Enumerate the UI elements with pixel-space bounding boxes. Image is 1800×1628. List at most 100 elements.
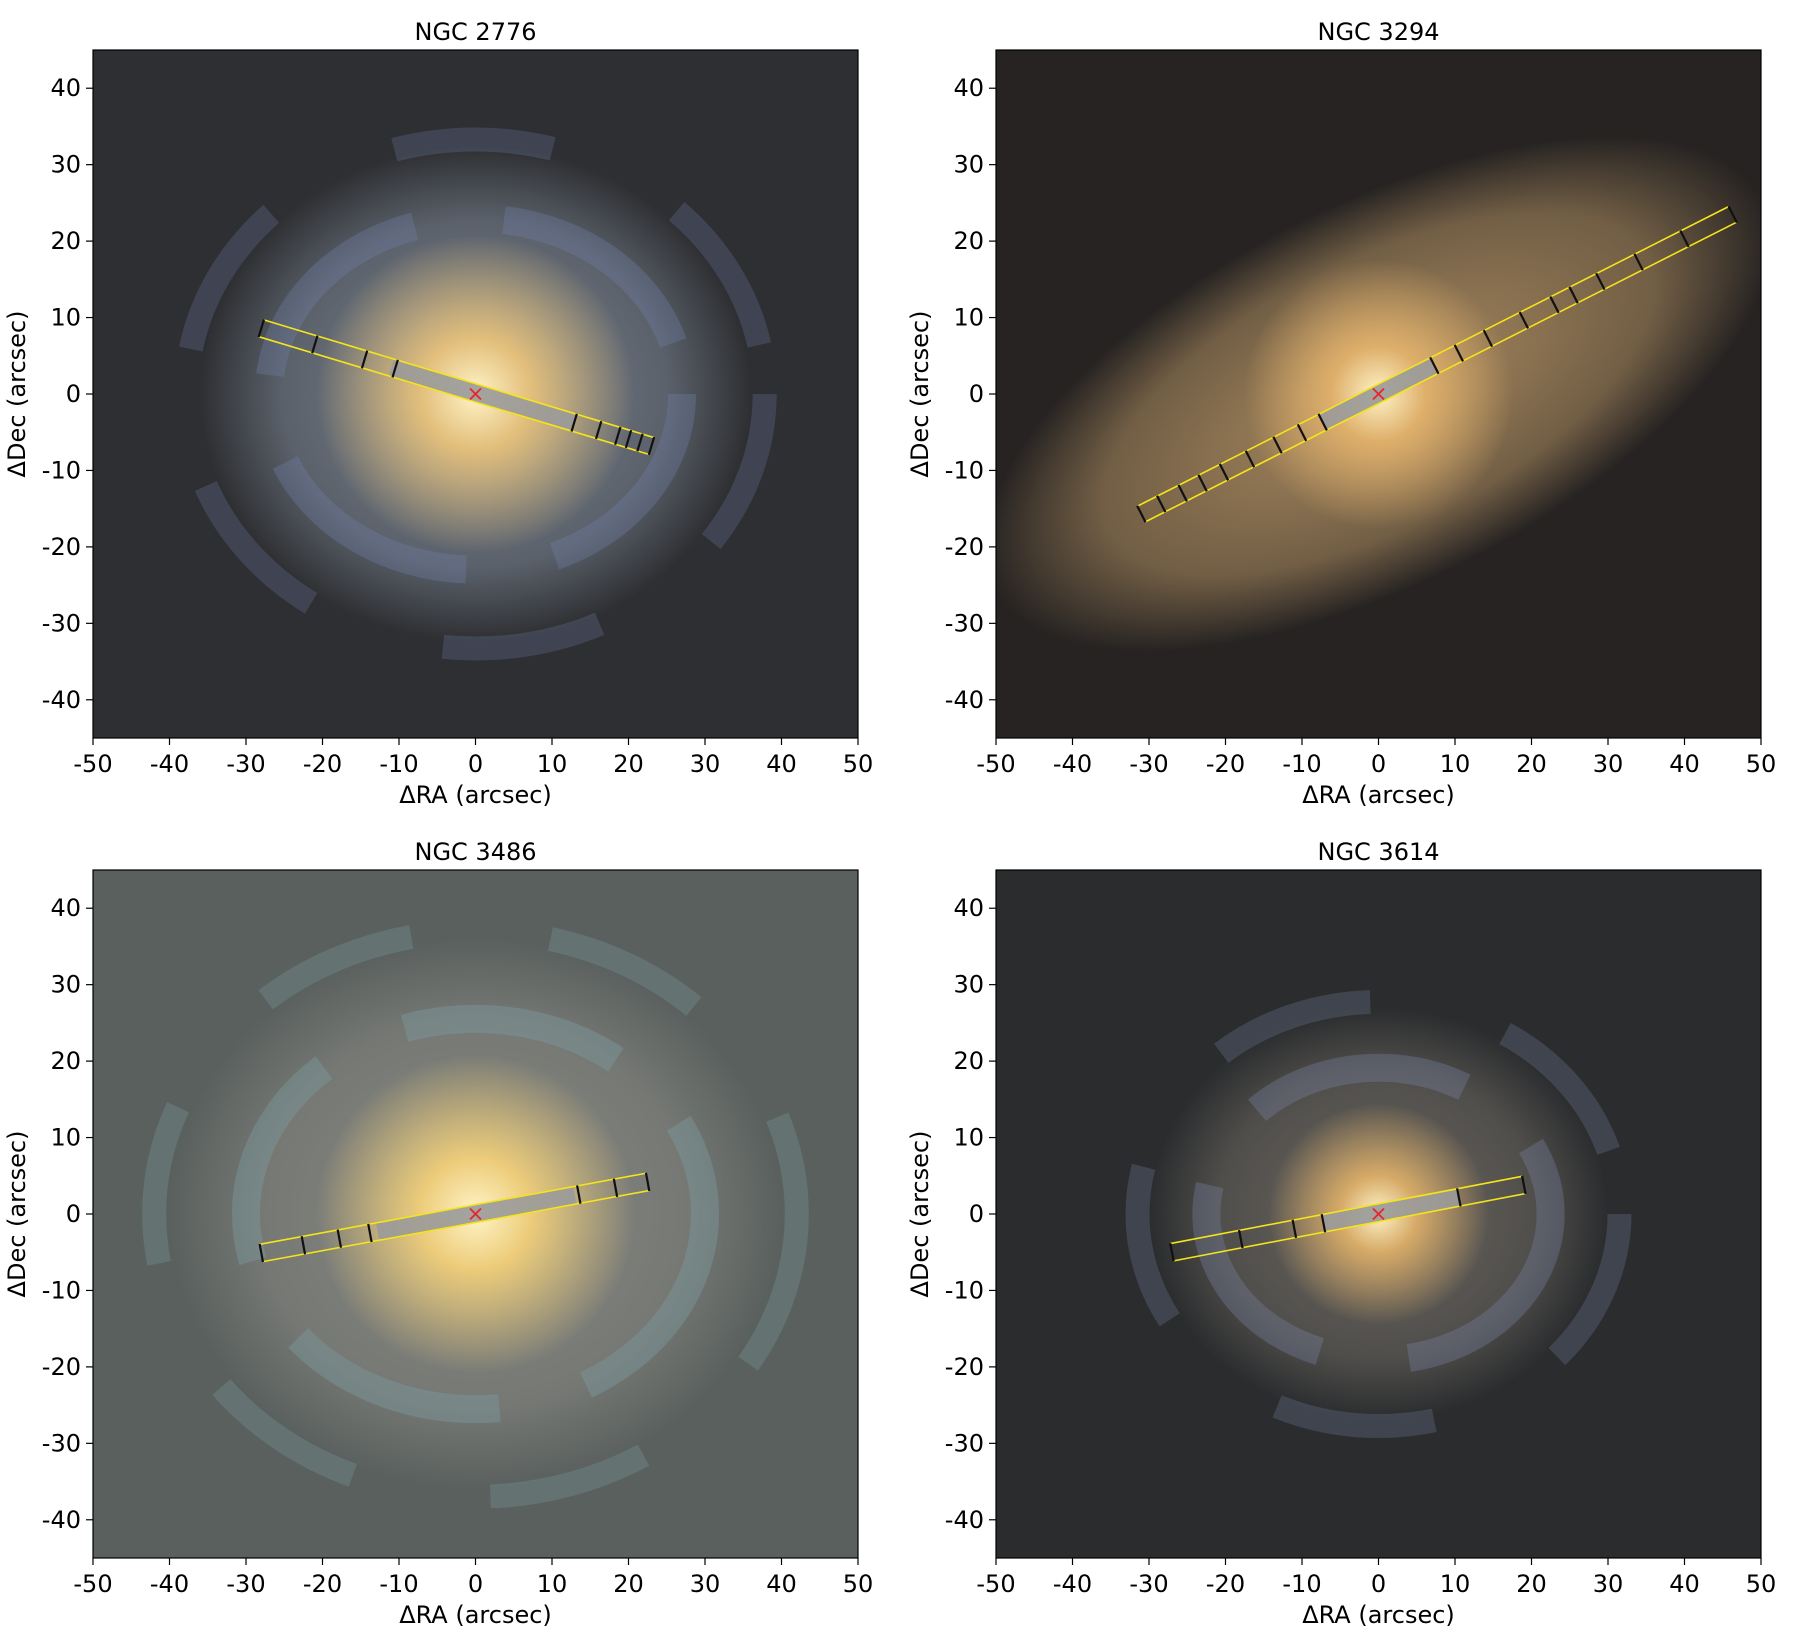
- y-tick-label: 30: [953, 971, 984, 999]
- x-tick-label: 0: [468, 1570, 483, 1598]
- bin-edge: [336, 1229, 343, 1248]
- x-tick-label: 30: [690, 1570, 721, 1598]
- x-tick-label: 50: [843, 1570, 874, 1598]
- center-marker: [469, 1207, 482, 1221]
- y-tick-label: 0: [66, 380, 81, 408]
- bin-edge: [391, 359, 399, 378]
- slit-edge-lower: [258, 335, 650, 456]
- panel-3: -50 -40 -30 -20 -10 0 10 20 30 40 50 40 30 20 10 0 -10 -2…: [3, 838, 873, 1628]
- slit-edge-upper: [1137, 205, 1730, 507]
- x-tick-label: 10: [537, 750, 568, 778]
- slit-edge-upper: [263, 319, 655, 439]
- y-tick-label: -20: [42, 1353, 81, 1381]
- y-tick-label: -20: [945, 1353, 984, 1381]
- bin-edge: [257, 319, 266, 338]
- bin-edge: [1633, 253, 1644, 271]
- x-tick-label: -40: [1053, 1570, 1092, 1598]
- bin-edge: [1518, 311, 1530, 329]
- y-tick-label: 30: [50, 971, 81, 999]
- slit-edge-lower: [262, 1189, 650, 1263]
- x-tick-label: 20: [613, 750, 644, 778]
- y-tick-label: 30: [50, 151, 81, 179]
- y-tick-label: -20: [945, 533, 984, 561]
- y-tick-label: 10: [50, 304, 81, 332]
- slit-edge-lower: [1173, 1192, 1526, 1262]
- bin-edge: [1727, 205, 1738, 224]
- x-tick-label: 50: [843, 750, 874, 778]
- y-tick-label: -30: [945, 609, 984, 637]
- y-tick-label: -40: [945, 686, 984, 714]
- x-tick-label: 20: [1516, 1570, 1547, 1598]
- bin-edge: [1177, 484, 1188, 502]
- bin-edge: [624, 429, 633, 449]
- bin-edge: [258, 1243, 265, 1263]
- bin-edge: [644, 1172, 651, 1192]
- bin-edge: [311, 335, 319, 354]
- y-axis-label: ΔDec (arcsec): [3, 311, 31, 478]
- bin-edge: [1296, 423, 1308, 442]
- x-tick-label: 50: [1746, 1570, 1777, 1598]
- slit-edge-upper: [1170, 1175, 1523, 1245]
- bin-edge: [1679, 230, 1690, 248]
- bin-edge: [1429, 356, 1440, 375]
- bin-edge: [367, 1223, 373, 1243]
- y-tick-label: 10: [953, 304, 984, 332]
- x-tick-label: 10: [1440, 750, 1471, 778]
- y-tick-label: 20: [953, 227, 984, 255]
- panel-title: NGC 2776: [414, 18, 536, 46]
- y-tick-label: 40: [953, 74, 984, 102]
- x-axis-label: ΔRA (arcsec): [1302, 781, 1455, 809]
- bin-edge: [570, 413, 578, 432]
- bin-edge: [1136, 505, 1147, 523]
- bin-edge: [1521, 1175, 1527, 1195]
- panel-1: -50 -40 -30 -20 -10 0 10 20 30 40 50 40 30 20 10 0 -10 -2…: [3, 18, 873, 809]
- bin-edge: [1237, 1229, 1244, 1249]
- spiral-arm: [232, 1004, 719, 1424]
- spiral-arm: [142, 919, 809, 1509]
- y-tick-label: 40: [50, 74, 81, 102]
- x-tick-label: -30: [226, 750, 265, 778]
- bin-edge: [1156, 495, 1167, 513]
- y-tick-label: 20: [50, 1047, 81, 1075]
- x-tick-label: -10: [1282, 750, 1321, 778]
- x-tick-label: 0: [1371, 750, 1386, 778]
- panel-4: -50 -40 -30 -20 -10 0 10 20 30 40 50 40 30 20 10 0 -10 -2…: [906, 838, 1776, 1628]
- x-tick-label: -10: [1282, 1570, 1321, 1598]
- x-tick-label: -40: [150, 1570, 189, 1598]
- spiral-arm: [254, 204, 697, 584]
- slit-edge-lower: [1144, 221, 1738, 523]
- bin-edge: [300, 1235, 307, 1255]
- panel-2: -50 -40 -30 -20 -10 0 10 20 30 40 50 40 30 20 10 0 -10 -2…: [906, 18, 1776, 809]
- y-tick-label: -20: [42, 533, 81, 561]
- x-tick-label: -40: [1053, 750, 1092, 778]
- bin-edge: [614, 426, 622, 445]
- y-tick-label: -30: [945, 1429, 984, 1457]
- bin-edge: [1549, 295, 1560, 314]
- bin-edge: [1595, 272, 1606, 291]
- bin-edge: [612, 1178, 619, 1198]
- x-tick-label: 30: [1593, 1570, 1624, 1598]
- y-tick-label: -30: [42, 609, 81, 637]
- x-tick-label: -30: [1129, 750, 1168, 778]
- bin-edge: [647, 436, 656, 456]
- x-tick-label: -20: [1206, 1570, 1245, 1598]
- y-tick-label: 20: [953, 1047, 984, 1075]
- x-tick-label: 10: [537, 1570, 568, 1598]
- y-tick-label: 0: [66, 1200, 81, 1228]
- y-tick-label: 0: [969, 1200, 984, 1228]
- spiral-arm: [1192, 1053, 1565, 1375]
- y-tick-label: 40: [50, 894, 81, 922]
- x-tick-label: 20: [613, 1570, 644, 1598]
- y-axis-label: ΔDec (arcsec): [906, 311, 934, 478]
- spiral-arm: [174, 127, 777, 661]
- y-tick-label: -10: [42, 1276, 81, 1304]
- spiral-arm: [1125, 989, 1632, 1439]
- bin-edge: [1456, 1188, 1462, 1207]
- bin-edge: [1197, 474, 1208, 492]
- x-axis-label: ΔRA (arcsec): [1302, 1601, 1455, 1628]
- y-tick-label: 30: [953, 151, 984, 179]
- x-tick-label: -50: [976, 750, 1015, 778]
- x-tick-label: -50: [73, 1570, 112, 1598]
- x-tick-label: -30: [226, 1570, 265, 1598]
- y-axis-label: ΔDec (arcsec): [3, 1131, 31, 1298]
